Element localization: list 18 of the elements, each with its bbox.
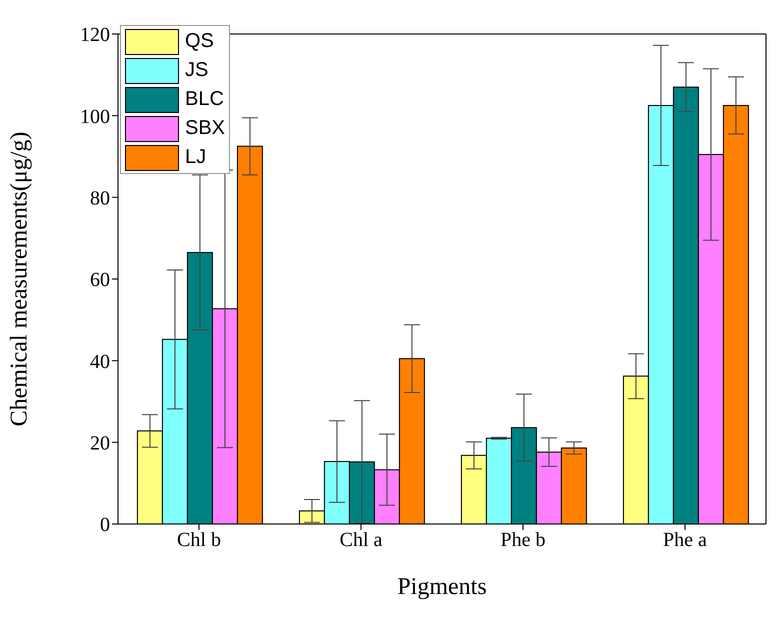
x-axis-title: Pigments [397,574,487,600]
legend-label: BLC [185,88,224,111]
y-tick-label: 120 [80,24,110,46]
y-tick-label: 100 [80,106,110,128]
y-axis-title: Chemical measurements(μg/g) [6,132,33,426]
x-tick-label: Phe a [663,529,708,552]
y-tick-label: 0 [100,514,110,536]
y-tick-label: 40 [90,350,110,373]
legend-label: SBX [185,117,226,140]
x-tick-label: Chl b [177,529,221,552]
legend-label: QS [185,30,214,53]
x-tick-label: Chl a [340,529,383,552]
legend-label: JS [185,59,208,82]
y-tick-label: 60 [90,269,110,292]
y-tick-label: 20 [90,432,110,454]
y-tick-label: 80 [90,187,110,210]
legend-label: LJ [185,146,206,169]
x-tick-label: Phe b [500,529,546,552]
